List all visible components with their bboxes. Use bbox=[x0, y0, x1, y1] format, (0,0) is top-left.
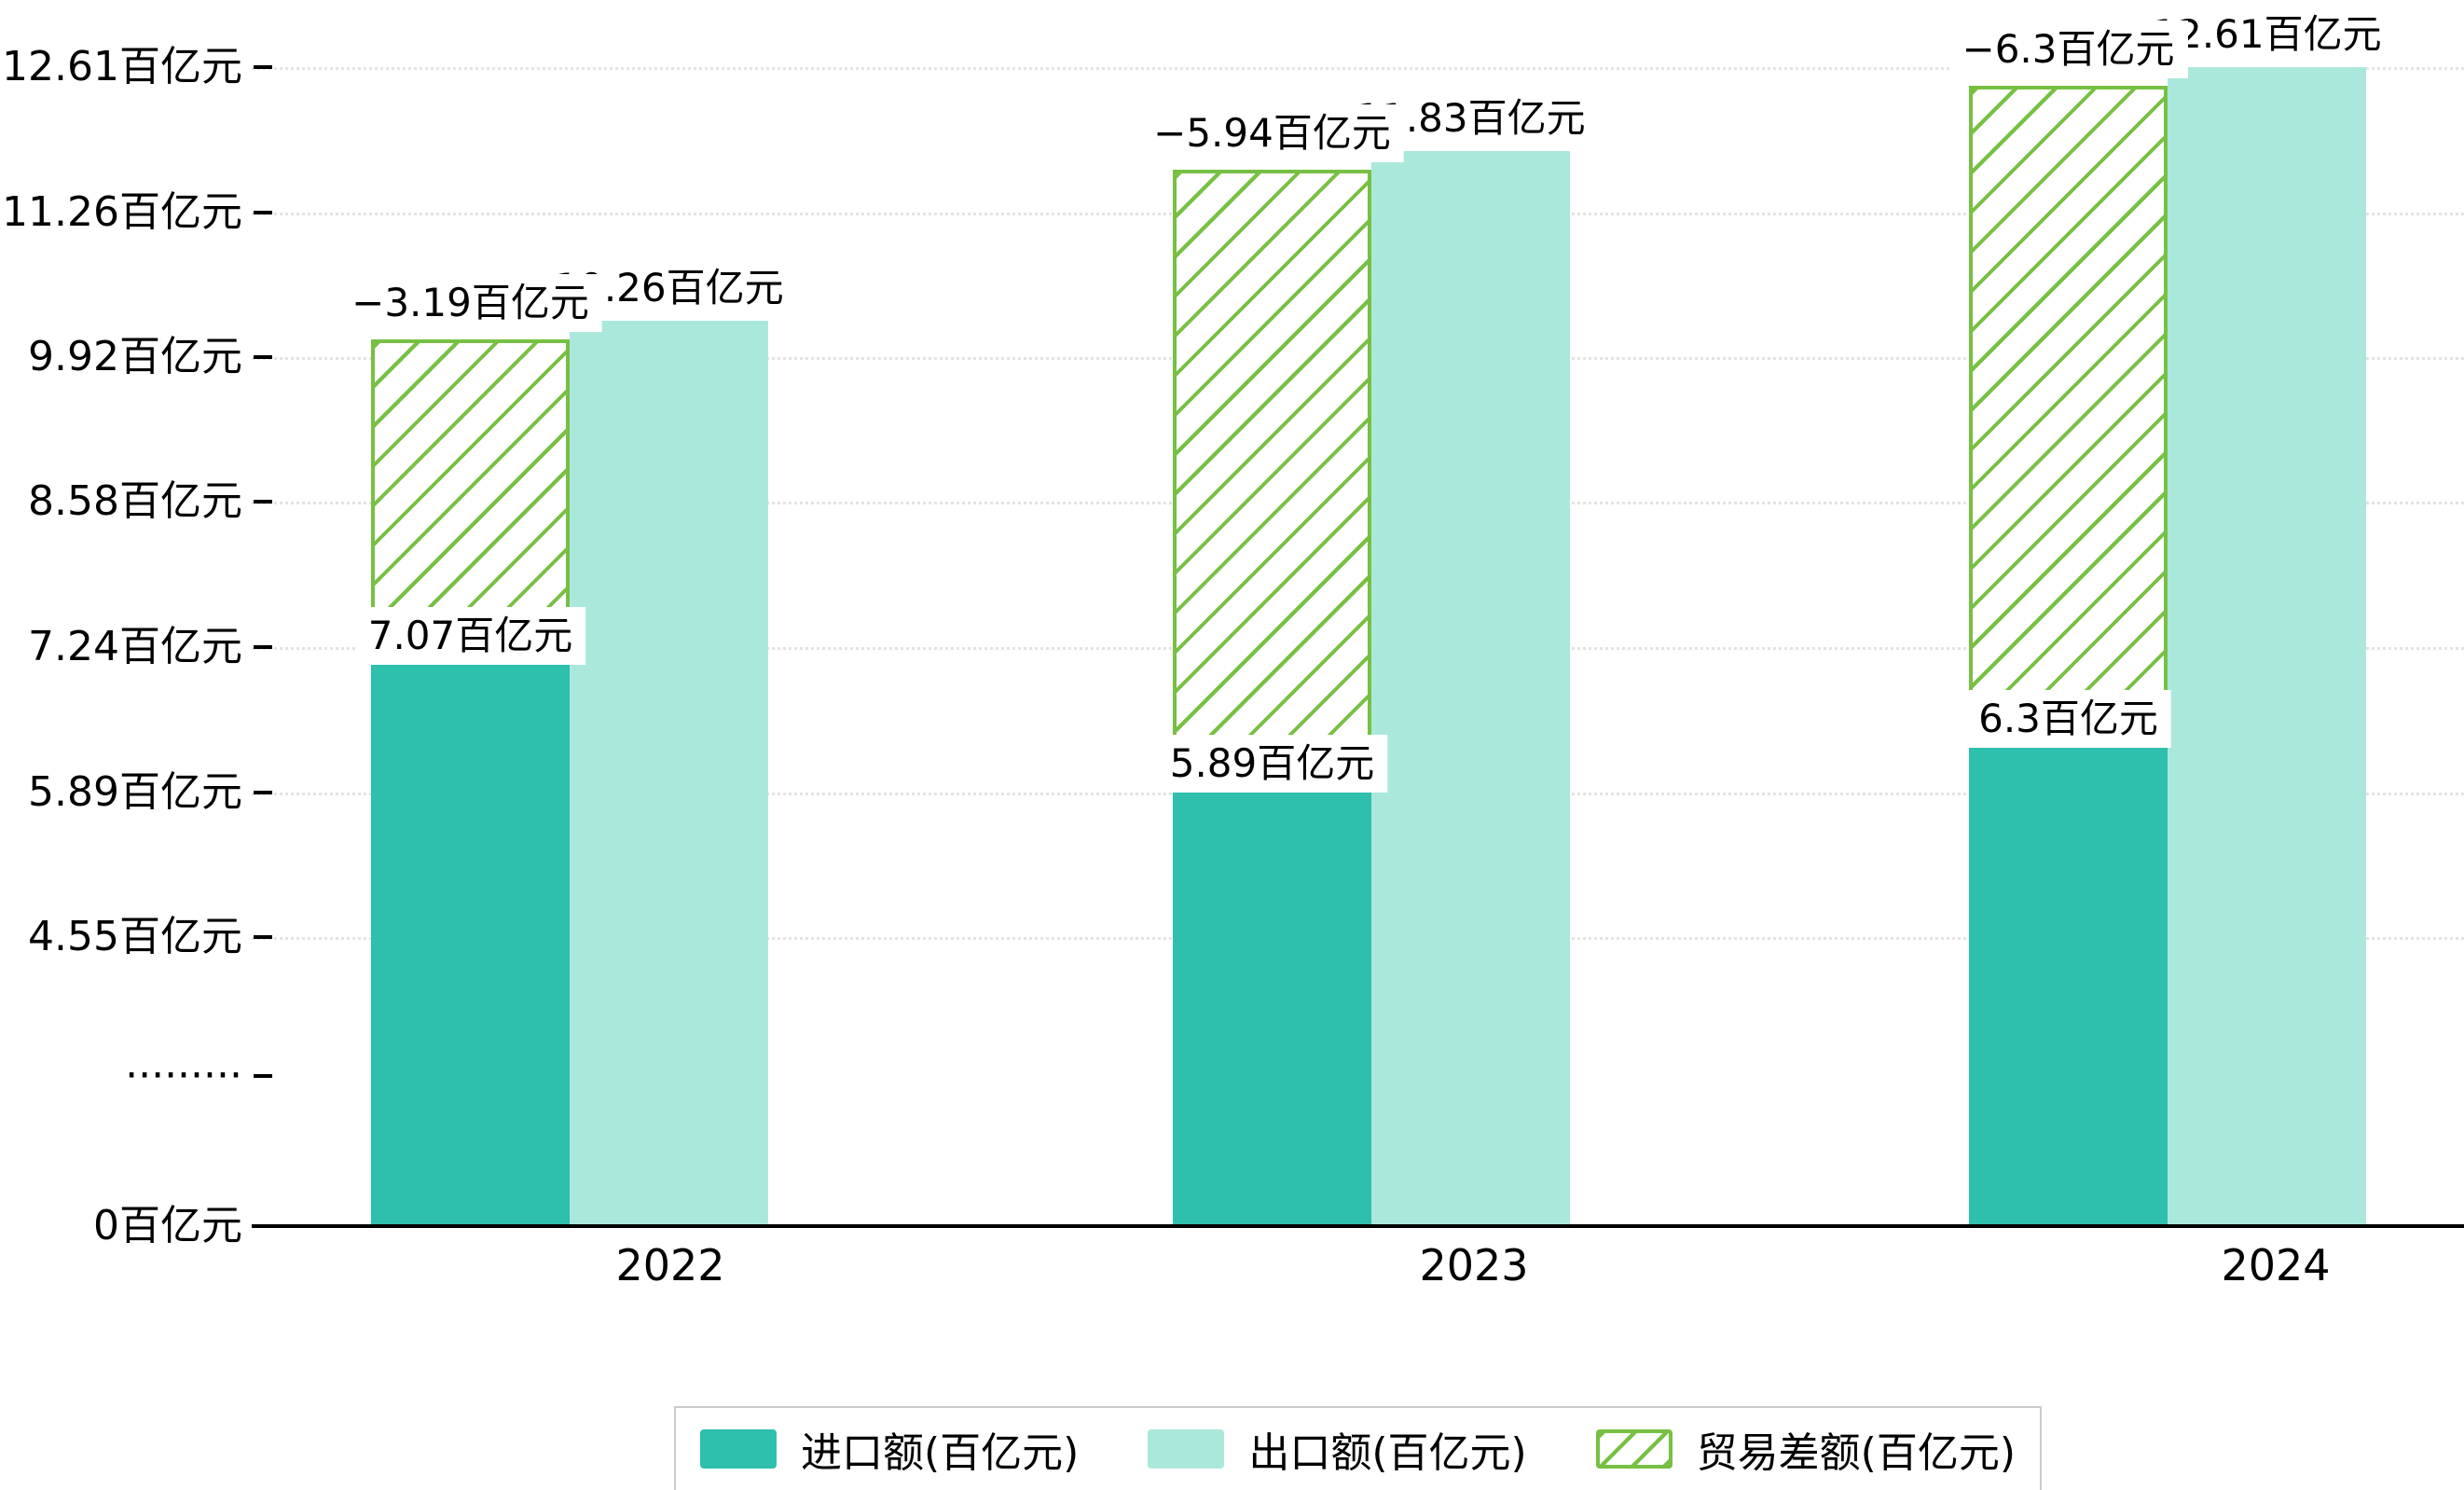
export-bar-2023 bbox=[1371, 151, 1570, 1224]
trade-balance-bar-2024 bbox=[1969, 86, 2168, 748]
y-tick-mark-4 bbox=[254, 645, 272, 649]
trade-balance-value-label-2023: −5.94百亿元 bbox=[1140, 104, 1404, 162]
legend-label-export: 出口额(百亿元) bbox=[1248, 1429, 1527, 1477]
trade-balance-value-label-2024: −6.3百亿元 bbox=[1948, 21, 2188, 78]
y-tick-label-8: 0百亿元 bbox=[93, 1202, 242, 1249]
export-bar-2024 bbox=[2168, 67, 2366, 1224]
y-tick-label-3: 8.58百亿元 bbox=[28, 477, 242, 525]
x-axis-line bbox=[252, 1224, 2464, 1228]
y-tick-label-1: 11.26百亿元 bbox=[2, 188, 242, 236]
gridline bbox=[252, 67, 2464, 70]
y-tick-label-4: 7.24百亿元 bbox=[28, 623, 242, 670]
trade-balance-bar-2023 bbox=[1173, 170, 1371, 793]
import-value-label-2022: 7.07百亿元 bbox=[354, 607, 586, 665]
legend-label-trade-balance: 贸易差额(百亿元) bbox=[1696, 1429, 2017, 1477]
legend: 进口额(百亿元) 出口额(百亿元) 贸易差额(百亿元) bbox=[673, 1406, 2043, 1490]
y-tick-mark-3 bbox=[254, 500, 272, 504]
legend-label-import: 进口额(百亿元) bbox=[800, 1429, 1080, 1477]
import-swatch-icon bbox=[699, 1429, 777, 1469]
y-tick-mark-6 bbox=[254, 935, 272, 939]
trade-balance-swatch-icon bbox=[1595, 1429, 1672, 1469]
x-tick-label-2024: 2024 bbox=[2221, 1240, 2331, 1290]
legend-item-export: 出口额(百亿元) bbox=[1148, 1419, 1527, 1479]
import-bar-2023 bbox=[1173, 793, 1371, 1224]
y-tick-label-6: 4.55百亿元 bbox=[28, 913, 242, 960]
y-tick-mark-5 bbox=[254, 791, 272, 794]
legend-item-trade-balance: 贸易差额(百亿元) bbox=[1595, 1419, 2017, 1479]
x-tick-label-2023: 2023 bbox=[1419, 1240, 1529, 1290]
y-tick-label-2: 9.92百亿元 bbox=[28, 333, 242, 380]
y-tick-mark-7 bbox=[254, 1074, 272, 1078]
y-tick-label-0: 12.61百亿元 bbox=[2, 43, 242, 90]
import-bar-2022 bbox=[371, 665, 570, 1224]
y-tick-mark-1 bbox=[254, 211, 272, 214]
import-value-label-2024: 6.3百亿元 bbox=[1965, 690, 2171, 748]
y-tick-label-5: 5.89百亿元 bbox=[28, 768, 242, 816]
import-bar-2024 bbox=[1969, 748, 2168, 1224]
y-tick-label-7: ········· bbox=[125, 1052, 242, 1099]
import-value-label-2023: 5.89百亿元 bbox=[1156, 735, 1388, 793]
y-tick-mark-0 bbox=[254, 65, 272, 69]
y-tick-mark-2 bbox=[254, 355, 272, 359]
legend-wrapper: 进口额(百亿元) 出口额(百亿元) 贸易差额(百亿元) bbox=[252, 1406, 2464, 1490]
export-bar-2022 bbox=[570, 321, 768, 1224]
trade-balance-value-label-2022: −3.19百亿元 bbox=[338, 274, 602, 332]
x-tick-label-2022: 2022 bbox=[615, 1240, 725, 1290]
legend-item-import: 进口额(百亿元) bbox=[699, 1419, 1080, 1479]
export-swatch-icon bbox=[1148, 1429, 1225, 1469]
